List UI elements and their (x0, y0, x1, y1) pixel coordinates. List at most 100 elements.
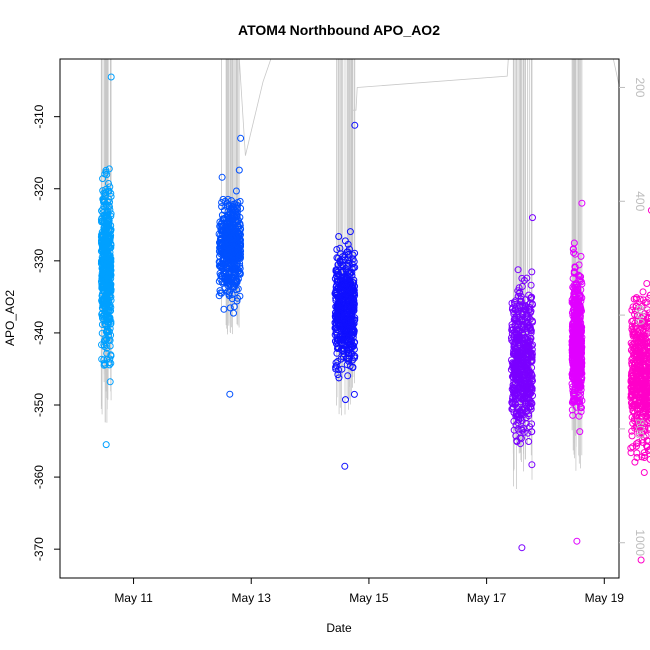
data-point (528, 420, 536, 428)
data-point (577, 252, 585, 260)
data-point (576, 428, 584, 436)
series-2 (215, 134, 245, 398)
x-tick-label: May 13 (232, 591, 272, 605)
data-point (332, 365, 340, 373)
data-point (106, 183, 114, 191)
series-6 (627, 207, 650, 564)
data-point (342, 396, 349, 404)
data-point (519, 353, 527, 361)
data-point (102, 279, 110, 287)
data-point (223, 220, 231, 228)
data-point (103, 224, 111, 232)
data-point (640, 320, 648, 328)
data-point (332, 266, 340, 274)
data-point (98, 272, 106, 280)
data-point (351, 316, 359, 324)
data-point (577, 278, 585, 286)
data-point (516, 335, 524, 343)
data-point (521, 304, 529, 312)
data-point (228, 265, 236, 273)
data-point (528, 317, 536, 325)
data-point (232, 187, 240, 195)
data-point (510, 349, 518, 357)
data-point (511, 314, 519, 322)
data-point (344, 372, 352, 380)
data-point (640, 449, 648, 457)
data-point (627, 390, 635, 398)
data-point (233, 205, 241, 212)
data-point (647, 351, 650, 358)
data-point (577, 393, 584, 401)
data-point (510, 316, 518, 323)
data-point (237, 250, 244, 258)
data-point (348, 265, 356, 273)
data-point (223, 249, 231, 256)
data-point (333, 267, 341, 275)
data-point (98, 214, 106, 222)
data-point (514, 339, 522, 347)
data-point (331, 324, 339, 332)
data-point (336, 309, 344, 317)
data-point (521, 392, 528, 400)
data-point (333, 246, 341, 253)
data-point (218, 173, 226, 181)
data-point (570, 249, 578, 257)
data-point (575, 412, 583, 420)
data-point (222, 202, 230, 210)
data-point (235, 166, 243, 174)
data-point (574, 380, 582, 388)
data-point (635, 429, 643, 437)
data-point (349, 251, 357, 259)
data-point (230, 309, 237, 317)
data-point (577, 408, 585, 416)
data-point (345, 357, 353, 365)
data-point (639, 288, 647, 296)
data-point (512, 393, 519, 401)
data-point (636, 390, 644, 398)
data-point (221, 275, 229, 283)
series-1 (97, 73, 115, 449)
data-point (628, 322, 636, 330)
data-point (99, 259, 107, 267)
data-point (524, 336, 531, 344)
data-point (216, 262, 224, 270)
data-point (105, 180, 112, 187)
series-5 (568, 199, 586, 545)
y-tick-label: -350 (32, 393, 46, 417)
data-point (517, 370, 524, 378)
data-point (333, 349, 341, 357)
data-point (577, 386, 585, 394)
data-point (105, 195, 113, 203)
data-point (647, 319, 650, 327)
data-point (647, 207, 650, 214)
data-point (515, 327, 523, 335)
data-point (523, 314, 531, 322)
altitude-lines (100, 59, 619, 489)
data-point (105, 262, 113, 270)
data-point (345, 340, 353, 348)
data-point (577, 319, 585, 327)
data-point (106, 355, 114, 363)
data-point (632, 353, 640, 361)
data-point (641, 381, 649, 389)
data-point (508, 359, 516, 367)
data-point (351, 314, 359, 322)
data-point (633, 382, 641, 390)
data-point (340, 333, 348, 341)
data-point (350, 390, 358, 398)
data-point (628, 402, 636, 410)
data-point (631, 395, 638, 403)
data-point (628, 377, 636, 385)
data-point (100, 196, 108, 204)
data-point (514, 266, 522, 274)
data-point (631, 424, 639, 432)
data-point (107, 73, 115, 81)
data-point (644, 447, 650, 454)
data-point (636, 326, 644, 334)
right-y-tick-label: 400 (633, 191, 647, 211)
series-3 (331, 121, 359, 470)
y-axis: -310 -320 -330 -340 -350 -360 -370 (32, 104, 60, 561)
data-point (236, 270, 244, 278)
data-point (510, 417, 518, 425)
data-point (102, 312, 110, 320)
